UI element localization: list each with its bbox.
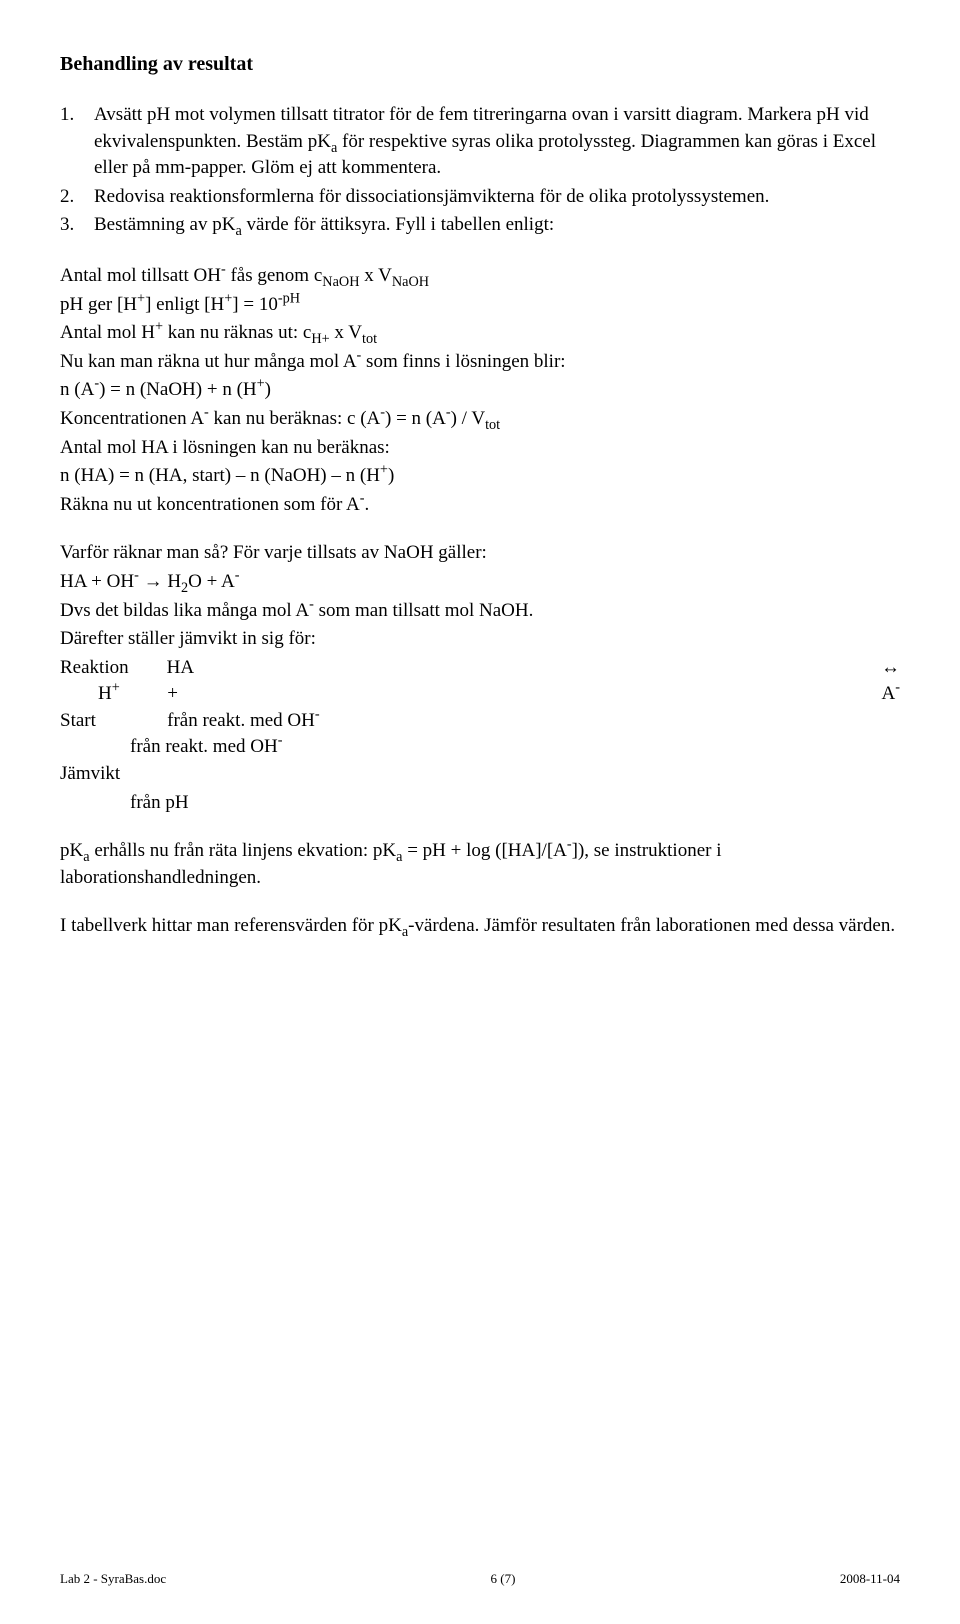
- item-text: Avsätt pH mot volymen tillsatt titrator …: [94, 102, 900, 182]
- calc-line: n (HA) = n (HA, start) – n (NaOH) – n (H…: [60, 463, 900, 490]
- text-fragment: Antal mol H: [60, 322, 155, 343]
- item-text: Redovisa reaktionsformlerna för dissocia…: [94, 184, 900, 211]
- footer-right: 2008-11-04: [840, 1570, 900, 1588]
- text-fragment: Räkna nu ut koncentrationen som för A: [60, 494, 360, 515]
- subscript: NaOH: [322, 274, 359, 290]
- page-footer: Lab 2 - SyraBas.doc 6 (7) 2008-11-04: [60, 1570, 900, 1588]
- superscript: +: [257, 376, 265, 392]
- superscript: -: [235, 568, 240, 584]
- text-fragment: Dvs det bildas lika många mol A: [60, 600, 309, 621]
- footer-center: 6 (7): [491, 1570, 516, 1588]
- calc-line: Antal mol tillsatt OH- fås genom cNaOH x…: [60, 263, 900, 290]
- item-text: Bestämning av pKa värde för ättiksyra. F…: [94, 212, 900, 239]
- text-fragment: = pH + log ([HA]/[A: [402, 840, 566, 861]
- text-fragment: +: [120, 683, 178, 704]
- text-fragment: A: [882, 683, 896, 704]
- reaction-row: H+ + A-: [60, 681, 900, 708]
- list-item: 2. Redovisa reaktionsformlerna för disso…: [60, 184, 900, 211]
- text-fragment: Koncentrationen A: [60, 408, 204, 429]
- calc-line: n (A-) = n (NaOH) + n (H+): [60, 377, 900, 404]
- row-right: ↔: [881, 655, 900, 682]
- text-fragment: ) = n (A: [385, 408, 446, 429]
- text-fragment: ] = 10: [232, 294, 278, 315]
- reference-block: I tabellverk hittar man referensvärden f…: [60, 913, 900, 940]
- text-fragment: pK: [60, 840, 83, 861]
- superscript: -: [278, 733, 283, 749]
- item-number: 3.: [60, 212, 94, 239]
- subscript: NaOH: [392, 274, 429, 290]
- subscript: H+: [311, 331, 329, 347]
- superscript: +: [112, 680, 120, 696]
- superscript: +: [155, 319, 163, 335]
- superscript: +: [380, 462, 388, 478]
- text-fragment: Antal mol tillsatt OH: [60, 265, 221, 286]
- text-fragment: ] enligt [H: [145, 294, 224, 315]
- superscript: -: [895, 680, 900, 696]
- text-fragment: I tabellverk hittar man referensvärden f…: [60, 915, 402, 936]
- calc-line: Räkna nu ut koncentrationen som för A-.: [60, 492, 900, 519]
- footer-left: Lab 2 - SyraBas.doc: [60, 1570, 166, 1588]
- subscript: tot: [485, 417, 500, 433]
- row-right: A-: [882, 681, 900, 708]
- text-fragment: Bestämning av pK: [94, 214, 235, 235]
- subscript: tot: [362, 331, 377, 347]
- calc-line: Antal mol H+ kan nu räknas ut: cH+ x Vto…: [60, 320, 900, 347]
- calc-line: pH ger [H+] enligt [H+] = 10-pH: [60, 292, 900, 319]
- text-fragment: kan nu räknas ut: c: [163, 322, 311, 343]
- text-fragment: Nu kan man räkna ut hur många mol A: [60, 351, 357, 372]
- reaction-line: Varför räknar man så? För varje tillsats…: [60, 540, 900, 567]
- text-fragment: värde för ättiksyra. Fyll i tabellen enl…: [242, 214, 554, 235]
- text-fragment: x V: [330, 322, 362, 343]
- reaction-row: Reaktion HA ↔: [60, 655, 900, 682]
- reaction-block: Varför räknar man så? För varje tillsats…: [60, 540, 900, 816]
- row-left: H+ +: [60, 681, 178, 708]
- text-fragment: .: [364, 494, 369, 515]
- superscript: +: [137, 290, 145, 306]
- reference-line: I tabellverk hittar man referensvärden f…: [60, 913, 900, 940]
- calc-line: Koncentrationen A- kan nu beräknas: c (A…: [60, 406, 900, 433]
- text-fragment: -värdena. Jämför resultaten från laborat…: [408, 915, 895, 936]
- text-fragment: fås genom c: [226, 265, 323, 286]
- calc-line: Antal mol HA i lösningen kan nu beräknas…: [60, 435, 900, 462]
- numbered-list: 1. Avsätt pH mot volymen tillsatt titrat…: [60, 102, 900, 239]
- text-fragment: som finns i lösningen blir:: [361, 351, 565, 372]
- text-fragment: pH ger [H: [60, 294, 137, 315]
- text-fragment: Start från reakt. med OH: [60, 710, 315, 731]
- list-item: 3. Bestämning av pKa värde för ättiksyra…: [60, 212, 900, 239]
- row-left: Reaktion HA: [60, 655, 194, 682]
- item-number: 1.: [60, 102, 94, 182]
- indented-line: från pH: [60, 790, 900, 817]
- summary-block: pKa erhålls nu från räta linjens ekvatio…: [60, 838, 900, 891]
- row-left: Start från reakt. med OH-: [60, 708, 320, 735]
- text-fragment: från reakt. med OH: [130, 736, 278, 757]
- list-item: 1. Avsätt pH mot volymen tillsatt titrat…: [60, 102, 900, 182]
- calc-line: Nu kan man räkna ut hur många mol A- som…: [60, 349, 900, 376]
- reaction-line: HA + OH- → H2O + A-: [60, 569, 900, 596]
- page-title: Behandling av resultat: [60, 50, 900, 78]
- reaction-line: Därefter ställer jämvikt in sig för:: [60, 626, 900, 653]
- reaction-line: Jämvikt: [60, 761, 900, 788]
- text-fragment: som man tillsatt mol NaOH.: [314, 600, 534, 621]
- calculation-block: Antal mol tillsatt OH- fås genom cNaOH x…: [60, 263, 900, 518]
- text-fragment: O + A: [188, 571, 235, 592]
- summary-line: pKa erhålls nu från räta linjens ekvatio…: [60, 838, 900, 891]
- reaction-row: Start från reakt. med OH-: [60, 708, 900, 735]
- text-fragment: n (HA) = n (HA, start) – n (NaOH) – n (H: [60, 465, 380, 486]
- text-fragment: erhålls nu från räta linjens ekvation: p…: [90, 840, 397, 861]
- text-fragment: ) = n (NaOH) + n (H: [99, 379, 257, 400]
- text-fragment: ): [388, 465, 394, 486]
- text-fragment: HA + OH: [60, 571, 134, 592]
- text-fragment: H: [60, 683, 112, 704]
- text-fragment: → H: [139, 571, 181, 592]
- indented-line: från reakt. med OH-: [60, 734, 900, 761]
- superscript: -: [315, 707, 320, 723]
- text-fragment: ): [265, 379, 271, 400]
- text-fragment: x V: [359, 265, 391, 286]
- text-fragment: kan nu beräknas: c (A: [209, 408, 380, 429]
- reaction-line: Dvs det bildas lika många mol A- som man…: [60, 598, 900, 625]
- text-fragment: n (A: [60, 379, 94, 400]
- text-fragment: ) / V: [451, 408, 485, 429]
- superscript: -pH: [278, 290, 300, 306]
- item-number: 2.: [60, 184, 94, 211]
